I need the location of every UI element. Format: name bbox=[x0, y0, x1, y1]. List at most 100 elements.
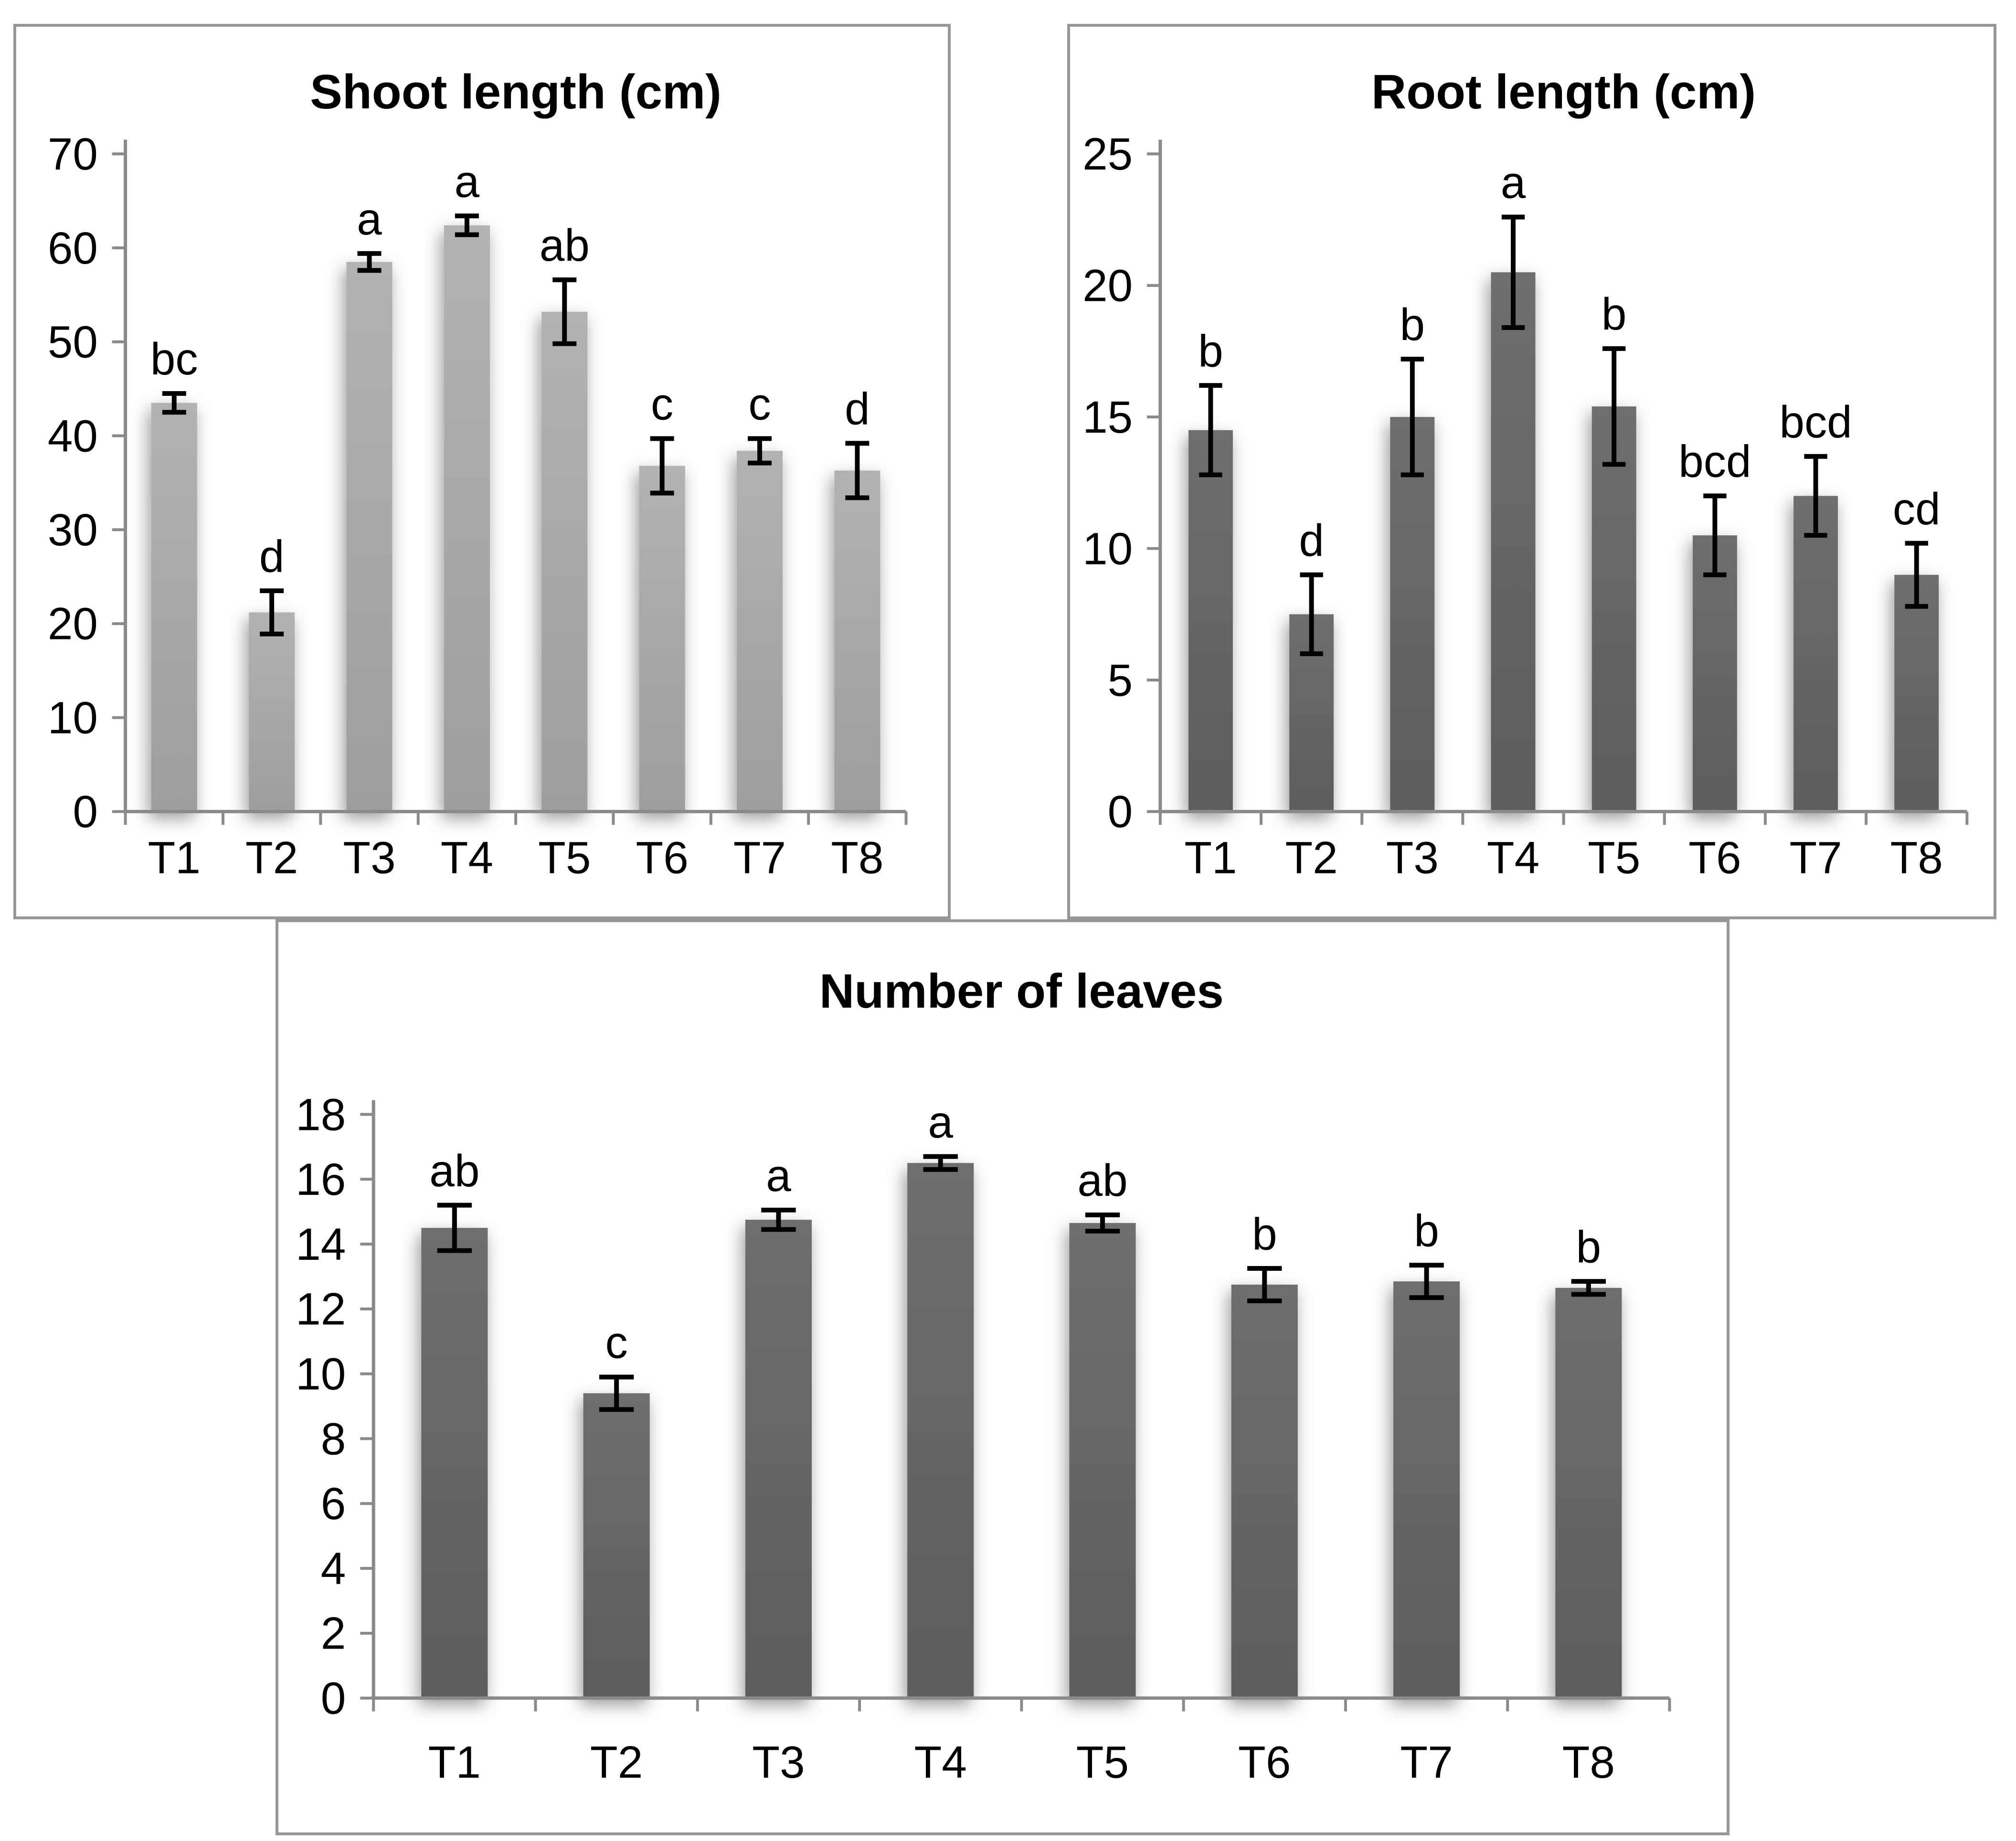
sig-letter-T7: c bbox=[748, 380, 771, 430]
error-bar-T5 bbox=[1602, 346, 1626, 467]
x-category-label-T2: T2 bbox=[245, 833, 298, 883]
bar-T3 bbox=[346, 262, 393, 812]
bar-T8 bbox=[834, 470, 881, 812]
bar-T7 bbox=[1393, 1281, 1460, 1698]
sig-letter-T4: a bbox=[1501, 158, 1526, 208]
bar-T1 bbox=[1188, 430, 1233, 812]
x-category-label-T4: T4 bbox=[441, 833, 493, 883]
y-tick-label: 10 bbox=[1082, 524, 1133, 574]
y-tick-label: 40 bbox=[48, 411, 98, 461]
bar-T1 bbox=[421, 1228, 488, 1698]
bar-T4 bbox=[444, 225, 490, 812]
sig-letter-T2: c bbox=[605, 1318, 627, 1368]
bar-T8 bbox=[1894, 575, 1939, 812]
bar-T4 bbox=[907, 1163, 974, 1698]
y-tick-label: 0 bbox=[321, 1673, 346, 1724]
y-tick-label: 0 bbox=[1108, 787, 1133, 837]
error-bar-T3 bbox=[357, 251, 382, 273]
y-tick-label: 0 bbox=[73, 787, 98, 837]
x-category-label-T3: T3 bbox=[752, 1737, 805, 1788]
sig-letter-T1: b bbox=[1198, 326, 1223, 376]
x-category-label-T1: T1 bbox=[1184, 833, 1237, 883]
x-category-label-T1: T1 bbox=[148, 833, 201, 883]
error-bar-T6 bbox=[1703, 493, 1727, 577]
x-category-label-T8: T8 bbox=[831, 833, 883, 883]
sig-letter-T2: d bbox=[259, 532, 285, 582]
x-category-label-T7: T7 bbox=[733, 833, 786, 883]
sig-letter-T7: b bbox=[1414, 1206, 1439, 1256]
sig-letter-T2: d bbox=[1299, 516, 1324, 566]
bar-T5 bbox=[1592, 406, 1636, 812]
panel-shoot-length: Shoot length (cm) 0 10 20 30 40 50 60 70 bc d a a ab… bbox=[13, 24, 951, 919]
y-tick-label: 50 bbox=[48, 318, 98, 368]
y-tick-label: 20 bbox=[48, 599, 98, 649]
error-bar-T2 bbox=[260, 588, 284, 637]
error-bar-T6 bbox=[1247, 1266, 1282, 1303]
x-category-label-T3: T3 bbox=[1386, 833, 1439, 883]
y-tick-label: 5 bbox=[1108, 656, 1133, 706]
y-tick-label: 15 bbox=[1082, 393, 1133, 443]
error-bar-T8 bbox=[845, 441, 870, 500]
y-tick-label: 18 bbox=[296, 1089, 346, 1140]
y-tick-label: 14 bbox=[296, 1219, 346, 1270]
y-tick-label: 20 bbox=[1082, 261, 1133, 311]
error-bar-T5 bbox=[1085, 1213, 1120, 1234]
chart-title: Number of leaves bbox=[819, 964, 1224, 1018]
y-tick-label: 70 bbox=[48, 129, 98, 180]
y-tick-label: 2 bbox=[321, 1608, 346, 1659]
sig-letter-T3: b bbox=[1400, 300, 1425, 350]
error-bar-T3 bbox=[1401, 356, 1424, 478]
x-category-label-T2: T2 bbox=[590, 1737, 643, 1788]
x-category-label-T4: T4 bbox=[914, 1737, 966, 1788]
error-bar-T2 bbox=[1300, 572, 1323, 656]
bar-T5 bbox=[541, 311, 588, 812]
x-category-label-T5: T5 bbox=[1588, 833, 1640, 883]
sig-letter-T6: bcd bbox=[1678, 437, 1751, 487]
sig-letter-T5: ab bbox=[540, 221, 590, 271]
panel-root-length: Root length (cm) 0 5 10 15 20 25 b d b a b bcd bcd cd… bbox=[1067, 24, 1996, 919]
y-tick-label: 6 bbox=[321, 1479, 346, 1529]
error-bar-T6 bbox=[650, 436, 674, 496]
x-category-label-T1: T1 bbox=[428, 1737, 481, 1788]
error-bar-T8 bbox=[1905, 541, 1928, 609]
bar-T3 bbox=[1390, 417, 1435, 812]
sig-letter-T8: b bbox=[1576, 1222, 1602, 1273]
y-tick-label: 10 bbox=[296, 1349, 346, 1400]
error-bar-T1 bbox=[162, 391, 186, 415]
bar-T5 bbox=[1069, 1223, 1136, 1698]
sig-letter-T3: a bbox=[766, 1150, 791, 1201]
bar-T3 bbox=[745, 1220, 812, 1698]
y-tick-label: 8 bbox=[321, 1414, 346, 1464]
error-bar-T1 bbox=[1199, 383, 1222, 478]
chart-root-length: Root length (cm) 0510152025bdbabbcdbcdcd… bbox=[1082, 65, 1969, 883]
error-bar-T7 bbox=[1804, 454, 1827, 538]
x-category-label-T7: T7 bbox=[1400, 1737, 1453, 1788]
error-bar-T7 bbox=[1409, 1263, 1444, 1300]
sig-letter-T1: ab bbox=[429, 1146, 479, 1196]
x-category-label-T2: T2 bbox=[1285, 833, 1338, 883]
error-bar-T4 bbox=[1501, 214, 1525, 330]
bar-T6 bbox=[1231, 1284, 1298, 1698]
x-category-label-T6: T6 bbox=[1688, 833, 1741, 883]
error-bar-T5 bbox=[552, 277, 577, 346]
sig-letter-T8: cd bbox=[1893, 484, 1941, 534]
sig-letter-T4: a bbox=[455, 157, 480, 207]
x-category-label-T4: T4 bbox=[1487, 833, 1539, 883]
bar-T4 bbox=[1491, 272, 1536, 812]
bar-T2 bbox=[583, 1393, 650, 1698]
error-bar-T7 bbox=[748, 436, 772, 466]
x-category-label-T6: T6 bbox=[1238, 1737, 1291, 1788]
chart-shoot-length: Shoot length (cm) 0 10 20 30 40 50 60 70 bc d a a ab… bbox=[48, 65, 908, 883]
bar-T6 bbox=[1692, 535, 1737, 812]
sig-letter-T8: d bbox=[845, 384, 870, 434]
y-tick-label: 10 bbox=[48, 693, 98, 743]
x-category-label-T5: T5 bbox=[538, 833, 591, 883]
sig-letter-T6: c bbox=[651, 380, 673, 430]
sig-letter-T5: b bbox=[1602, 289, 1627, 340]
error-bar-T8 bbox=[1571, 1279, 1606, 1297]
bar-T7 bbox=[736, 450, 783, 812]
error-bar-T4 bbox=[923, 1154, 958, 1172]
y-tick-label: 4 bbox=[321, 1543, 346, 1594]
chart-title: Root length (cm) bbox=[1371, 65, 1756, 119]
